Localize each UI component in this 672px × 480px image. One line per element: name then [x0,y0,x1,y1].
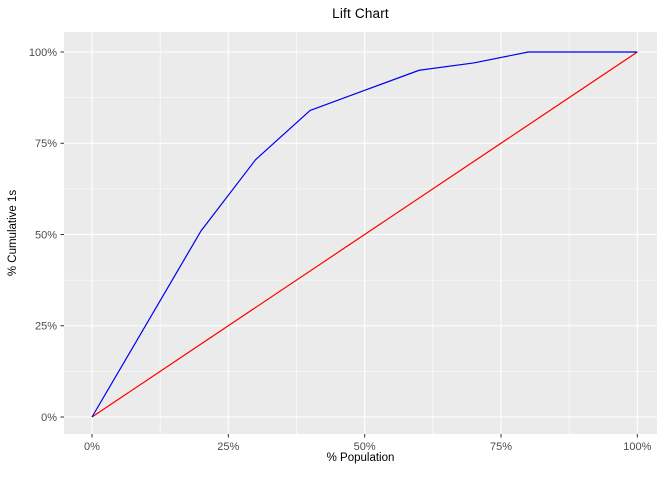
x-tick-label: 25% [217,441,239,453]
x-tick-label: 50% [354,441,376,453]
random-baseline-line [91,51,638,418]
y-tick-label: 25% [35,321,57,333]
chart-title: Lift Chart [332,6,389,21]
y-axis-title: % Cumulative 1s [7,189,19,277]
panel-background [64,32,657,434]
x-tick-label: 0% [84,441,100,453]
x-tick-label: 75% [490,441,512,453]
y-tick-label: 0% [41,412,57,424]
lift-curve-line [91,51,638,418]
x-tick-label: 100% [623,441,651,453]
x-axis-title: % Population [326,452,395,464]
y-tick-label: 100% [29,47,57,59]
y-tick-label: 50% [35,229,57,241]
y-tick-label: 75% [35,138,57,150]
